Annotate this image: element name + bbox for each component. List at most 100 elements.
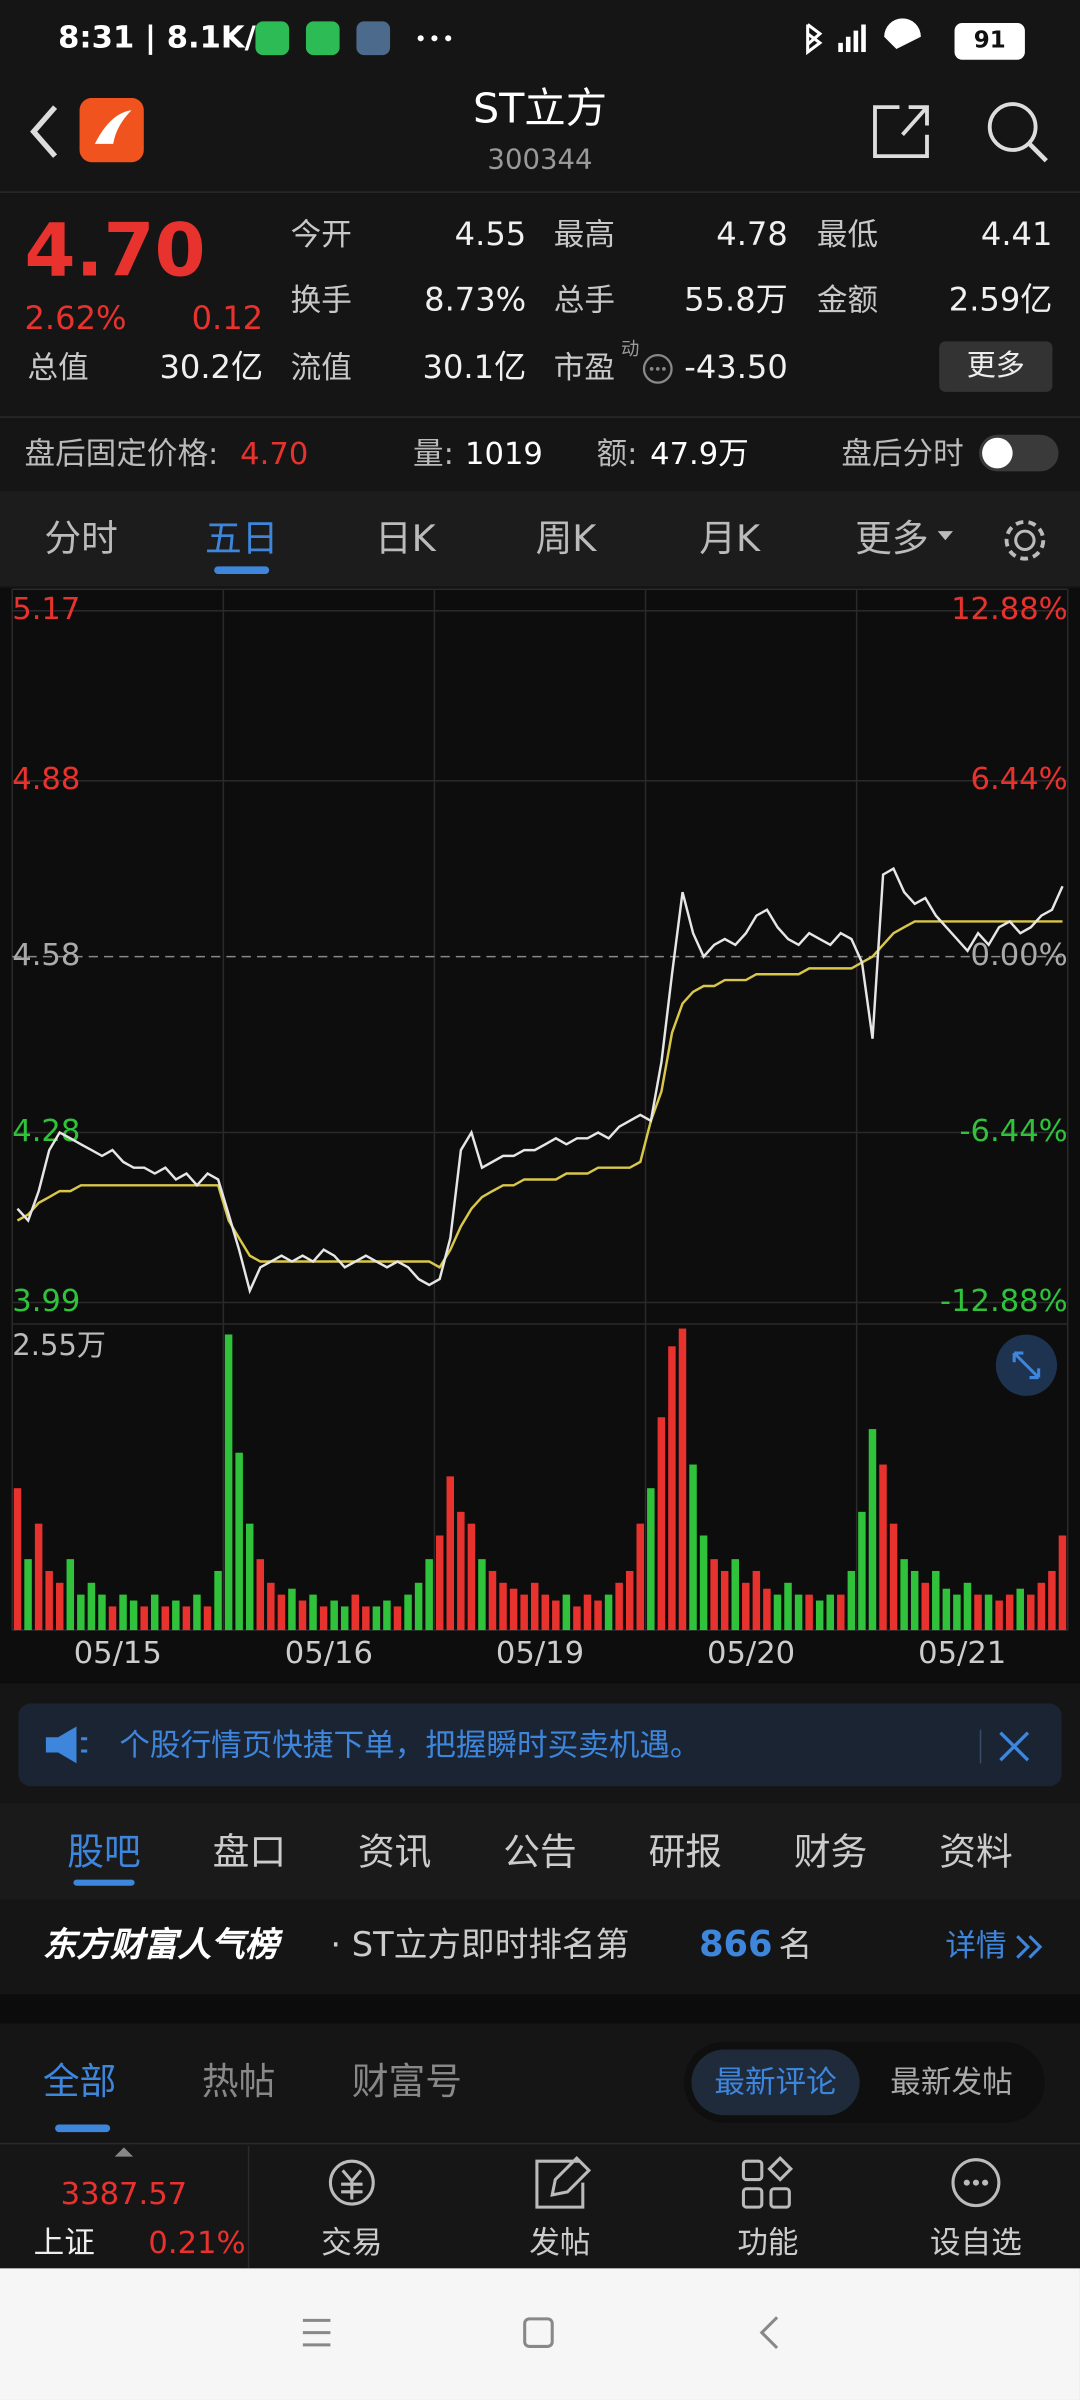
volume-bar	[446, 1476, 455, 1631]
settings-button[interactable]	[1000, 516, 1049, 565]
field-label: 市盈	[553, 348, 615, 386]
info-tab[interactable]: 资料	[939, 1830, 1013, 1874]
volume-bar	[636, 1523, 645, 1631]
after-hours-toggle[interactable]	[979, 434, 1059, 472]
volume-bar	[900, 1559, 908, 1631]
field-value: -43.50	[684, 348, 788, 386]
bottom-item[interactable]: 设自选	[930, 2223, 1022, 2261]
volume-bar	[657, 1417, 666, 1631]
volume-bar	[193, 1594, 201, 1631]
volume-bar	[805, 1594, 813, 1631]
volume-bar	[868, 1429, 877, 1631]
y-tick-label: 5.17	[12, 592, 80, 627]
field-label: 最高	[553, 215, 615, 253]
bottom-item[interactable]: 发帖	[529, 2223, 591, 2261]
after-hours-price: 4.70	[240, 434, 309, 472]
volume-bar	[889, 1523, 898, 1631]
search-button[interactable]	[987, 102, 1048, 163]
header-left-icons	[30, 97, 144, 163]
change-pct: 2.62%	[24, 299, 127, 337]
banner-text: 个股行情页快捷下单，把握瞬时买卖机遇。	[119, 1726, 701, 1764]
volume-bar	[815, 1600, 824, 1631]
volume-bar	[1016, 1588, 1024, 1631]
volume-bar	[319, 1606, 328, 1631]
period-tab[interactable]: 日K	[374, 517, 436, 561]
volume-bar	[488, 1570, 497, 1631]
share-button[interactable]	[873, 105, 929, 159]
volume-bar	[826, 1594, 834, 1631]
field-label: 换手	[290, 281, 352, 319]
volume-bar	[552, 1600, 560, 1631]
period-tab[interactable]: 更多	[855, 517, 929, 561]
volume-bar	[235, 1452, 243, 1631]
system-nav-bar	[0, 2268, 1080, 2400]
volume-bar	[742, 1582, 750, 1631]
bottom-item[interactable]: 功能	[737, 2223, 799, 2261]
divider	[247, 2145, 250, 2269]
more-button-label: 更多	[966, 348, 1025, 383]
popularity-row[interactable]	[0, 1902, 1080, 1995]
period-tab[interactable]: 五日	[204, 517, 279, 561]
field-value: 4.55	[454, 215, 527, 253]
info-tab[interactable]: 盘口	[212, 1830, 287, 1874]
sort-button[interactable]: 最新发帖	[890, 2063, 1013, 2100]
info-tab[interactable]: 财务	[793, 1830, 868, 1874]
period-tab[interactable]: 月K	[699, 517, 761, 561]
period-tab[interactable]: 周K	[535, 517, 597, 561]
volume-bar	[625, 1570, 634, 1631]
volume-bar	[974, 1594, 982, 1631]
post-tab[interactable]: 热帖	[201, 2060, 276, 2104]
volume-bar	[615, 1582, 623, 1631]
popularity-link[interactable]: 详情	[945, 1927, 1007, 1964]
sort-button[interactable]: 最新评论	[714, 2063, 837, 2100]
volume-bar	[140, 1606, 148, 1631]
volume-bar	[1037, 1582, 1046, 1631]
volume-bar	[129, 1600, 138, 1631]
promo-banner[interactable]	[18, 1703, 1062, 1787]
more-button[interactable]: 更多	[939, 341, 1053, 392]
battery: 91	[954, 22, 1025, 60]
pe-info-icon[interactable]	[641, 352, 675, 386]
expand-icon	[1012, 1351, 1041, 1380]
home-button[interactable]	[523, 2317, 554, 2348]
info-tab[interactable]: 资讯	[357, 1830, 432, 1874]
after-hours-label: 盘后固定价格:	[24, 434, 219, 472]
y2-tick-label: -12.88%	[940, 1284, 1068, 1319]
volume-bar	[794, 1594, 803, 1631]
back-nav-button[interactable]	[759, 2316, 779, 2350]
volume-bar	[942, 1588, 951, 1631]
period-tab[interactable]: 分时	[44, 517, 118, 561]
post-tab[interactable]: 财富号	[351, 2060, 462, 2104]
volume-bar	[55, 1582, 64, 1631]
bottom-item[interactable]: 交易	[321, 2223, 383, 2261]
volume-bar	[393, 1606, 402, 1631]
menu-button[interactable]	[302, 2318, 331, 2347]
info-tab[interactable]: 研报	[648, 1830, 723, 1874]
index-value: 3387.57	[60, 2174, 188, 2212]
banner-close[interactable]	[979, 1727, 1040, 1767]
volume-bar	[647, 1488, 655, 1631]
info-tab[interactable]: 公告	[503, 1830, 577, 1874]
volume-bar	[752, 1570, 761, 1631]
five-day-chart: 5.17 12.88% 4.88 6.44% 4.58 0.00% 4.28 -6.44% 3.…	[0, 587, 1080, 1684]
volume-bar	[108, 1606, 117, 1631]
volume-bar	[383, 1600, 391, 1631]
volume-bar	[668, 1346, 676, 1631]
volume-bar	[362, 1606, 370, 1631]
volume-bar	[594, 1600, 602, 1631]
y2-tick-label: 0.00%	[971, 938, 1068, 973]
volume-bar	[77, 1594, 85, 1631]
volume-bar	[309, 1594, 317, 1631]
volume-bar	[583, 1594, 592, 1631]
stock-code: 300344	[487, 143, 593, 177]
change: 0.12	[191, 299, 264, 337]
post-tab[interactable]: 全部	[42, 2060, 117, 2104]
volume-bar	[879, 1464, 887, 1631]
volume-bar	[910, 1570, 919, 1631]
back-button[interactable]	[30, 105, 58, 158]
volume-bar	[1048, 1570, 1056, 1631]
bottom-icons	[328, 2155, 1001, 2209]
info-tab[interactable]: 股吧	[67, 1830, 141, 1874]
tab-underline	[214, 566, 270, 574]
volume-bar	[678, 1328, 687, 1631]
